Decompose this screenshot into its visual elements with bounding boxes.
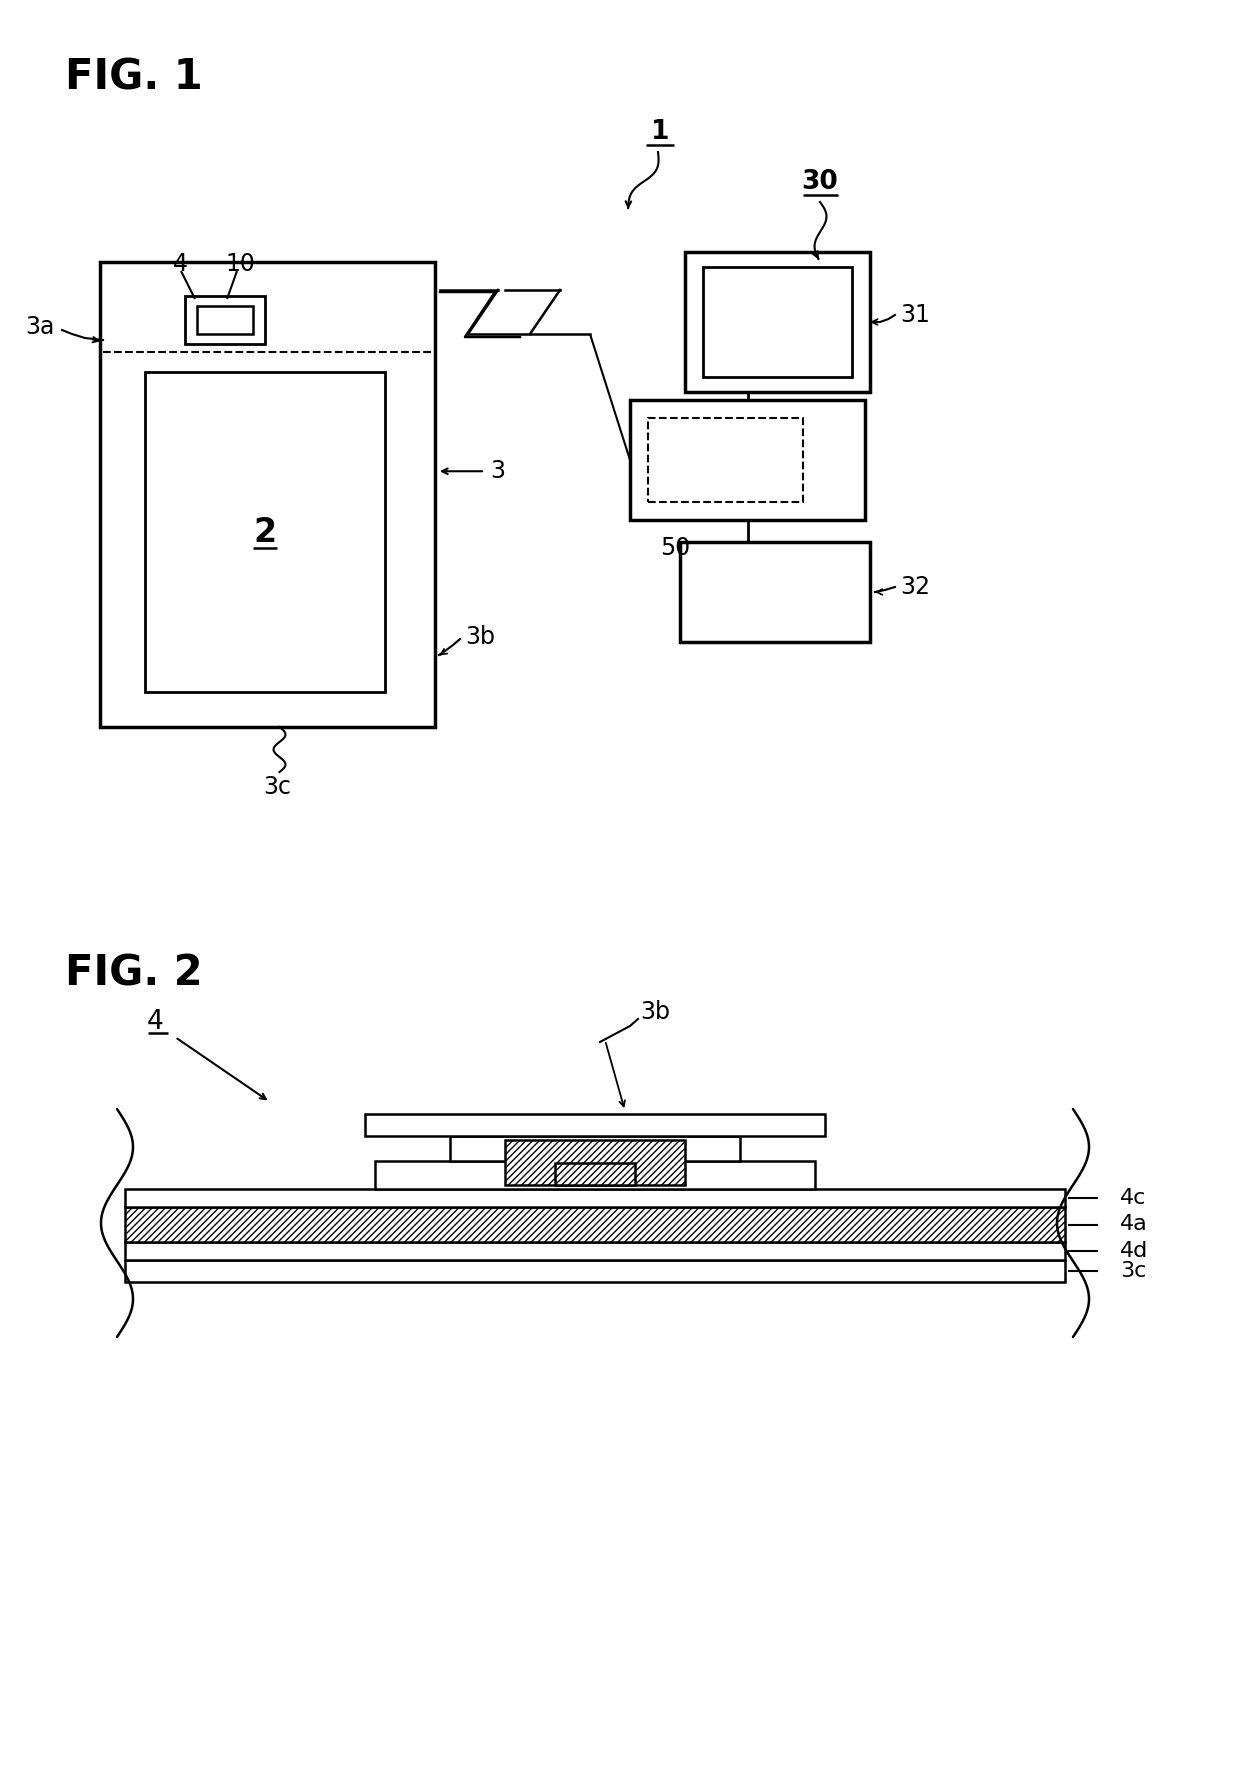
Text: 1: 1	[651, 119, 670, 144]
Bar	[374, 1162, 815, 1189]
Text: 3b: 3b	[640, 1000, 670, 1025]
Bar	[680, 542, 870, 642]
Bar	[125, 1260, 1065, 1281]
Bar	[505, 1140, 684, 1185]
Bar	[684, 251, 870, 392]
Text: 3c: 3c	[1120, 1262, 1146, 1281]
Text: 30: 30	[801, 169, 838, 194]
Text: FIG. 1: FIG. 1	[64, 57, 203, 100]
Text: 2: 2	[253, 515, 277, 549]
Bar	[556, 1164, 635, 1185]
Bar	[365, 1114, 825, 1135]
Bar	[100, 262, 435, 727]
Bar	[125, 1206, 1065, 1242]
Text: 3a: 3a	[26, 315, 55, 339]
Text: 31: 31	[900, 303, 930, 328]
Text: 3: 3	[490, 460, 505, 483]
Bar	[145, 372, 384, 691]
Text: 4c: 4c	[1120, 1189, 1146, 1208]
Bar	[505, 1140, 684, 1185]
Bar	[185, 296, 265, 344]
Bar	[125, 1242, 1065, 1260]
Text: 4: 4	[146, 1009, 164, 1035]
Text: FIG. 2: FIG. 2	[64, 952, 202, 994]
Bar	[703, 267, 852, 378]
Text: 10: 10	[226, 251, 255, 276]
Bar	[630, 399, 866, 520]
Text: 4: 4	[172, 251, 187, 276]
Bar	[125, 1206, 1065, 1242]
Text: 50: 50	[660, 536, 691, 560]
Bar	[649, 419, 804, 503]
Bar	[197, 307, 253, 333]
Text: 4d: 4d	[1120, 1240, 1148, 1262]
Text: 4a: 4a	[1120, 1215, 1148, 1235]
Bar	[125, 1189, 1065, 1206]
Text: 3b: 3b	[465, 625, 495, 649]
Text: 3c: 3c	[263, 775, 291, 798]
Bar	[450, 1135, 740, 1162]
Text: 32: 32	[900, 576, 930, 599]
